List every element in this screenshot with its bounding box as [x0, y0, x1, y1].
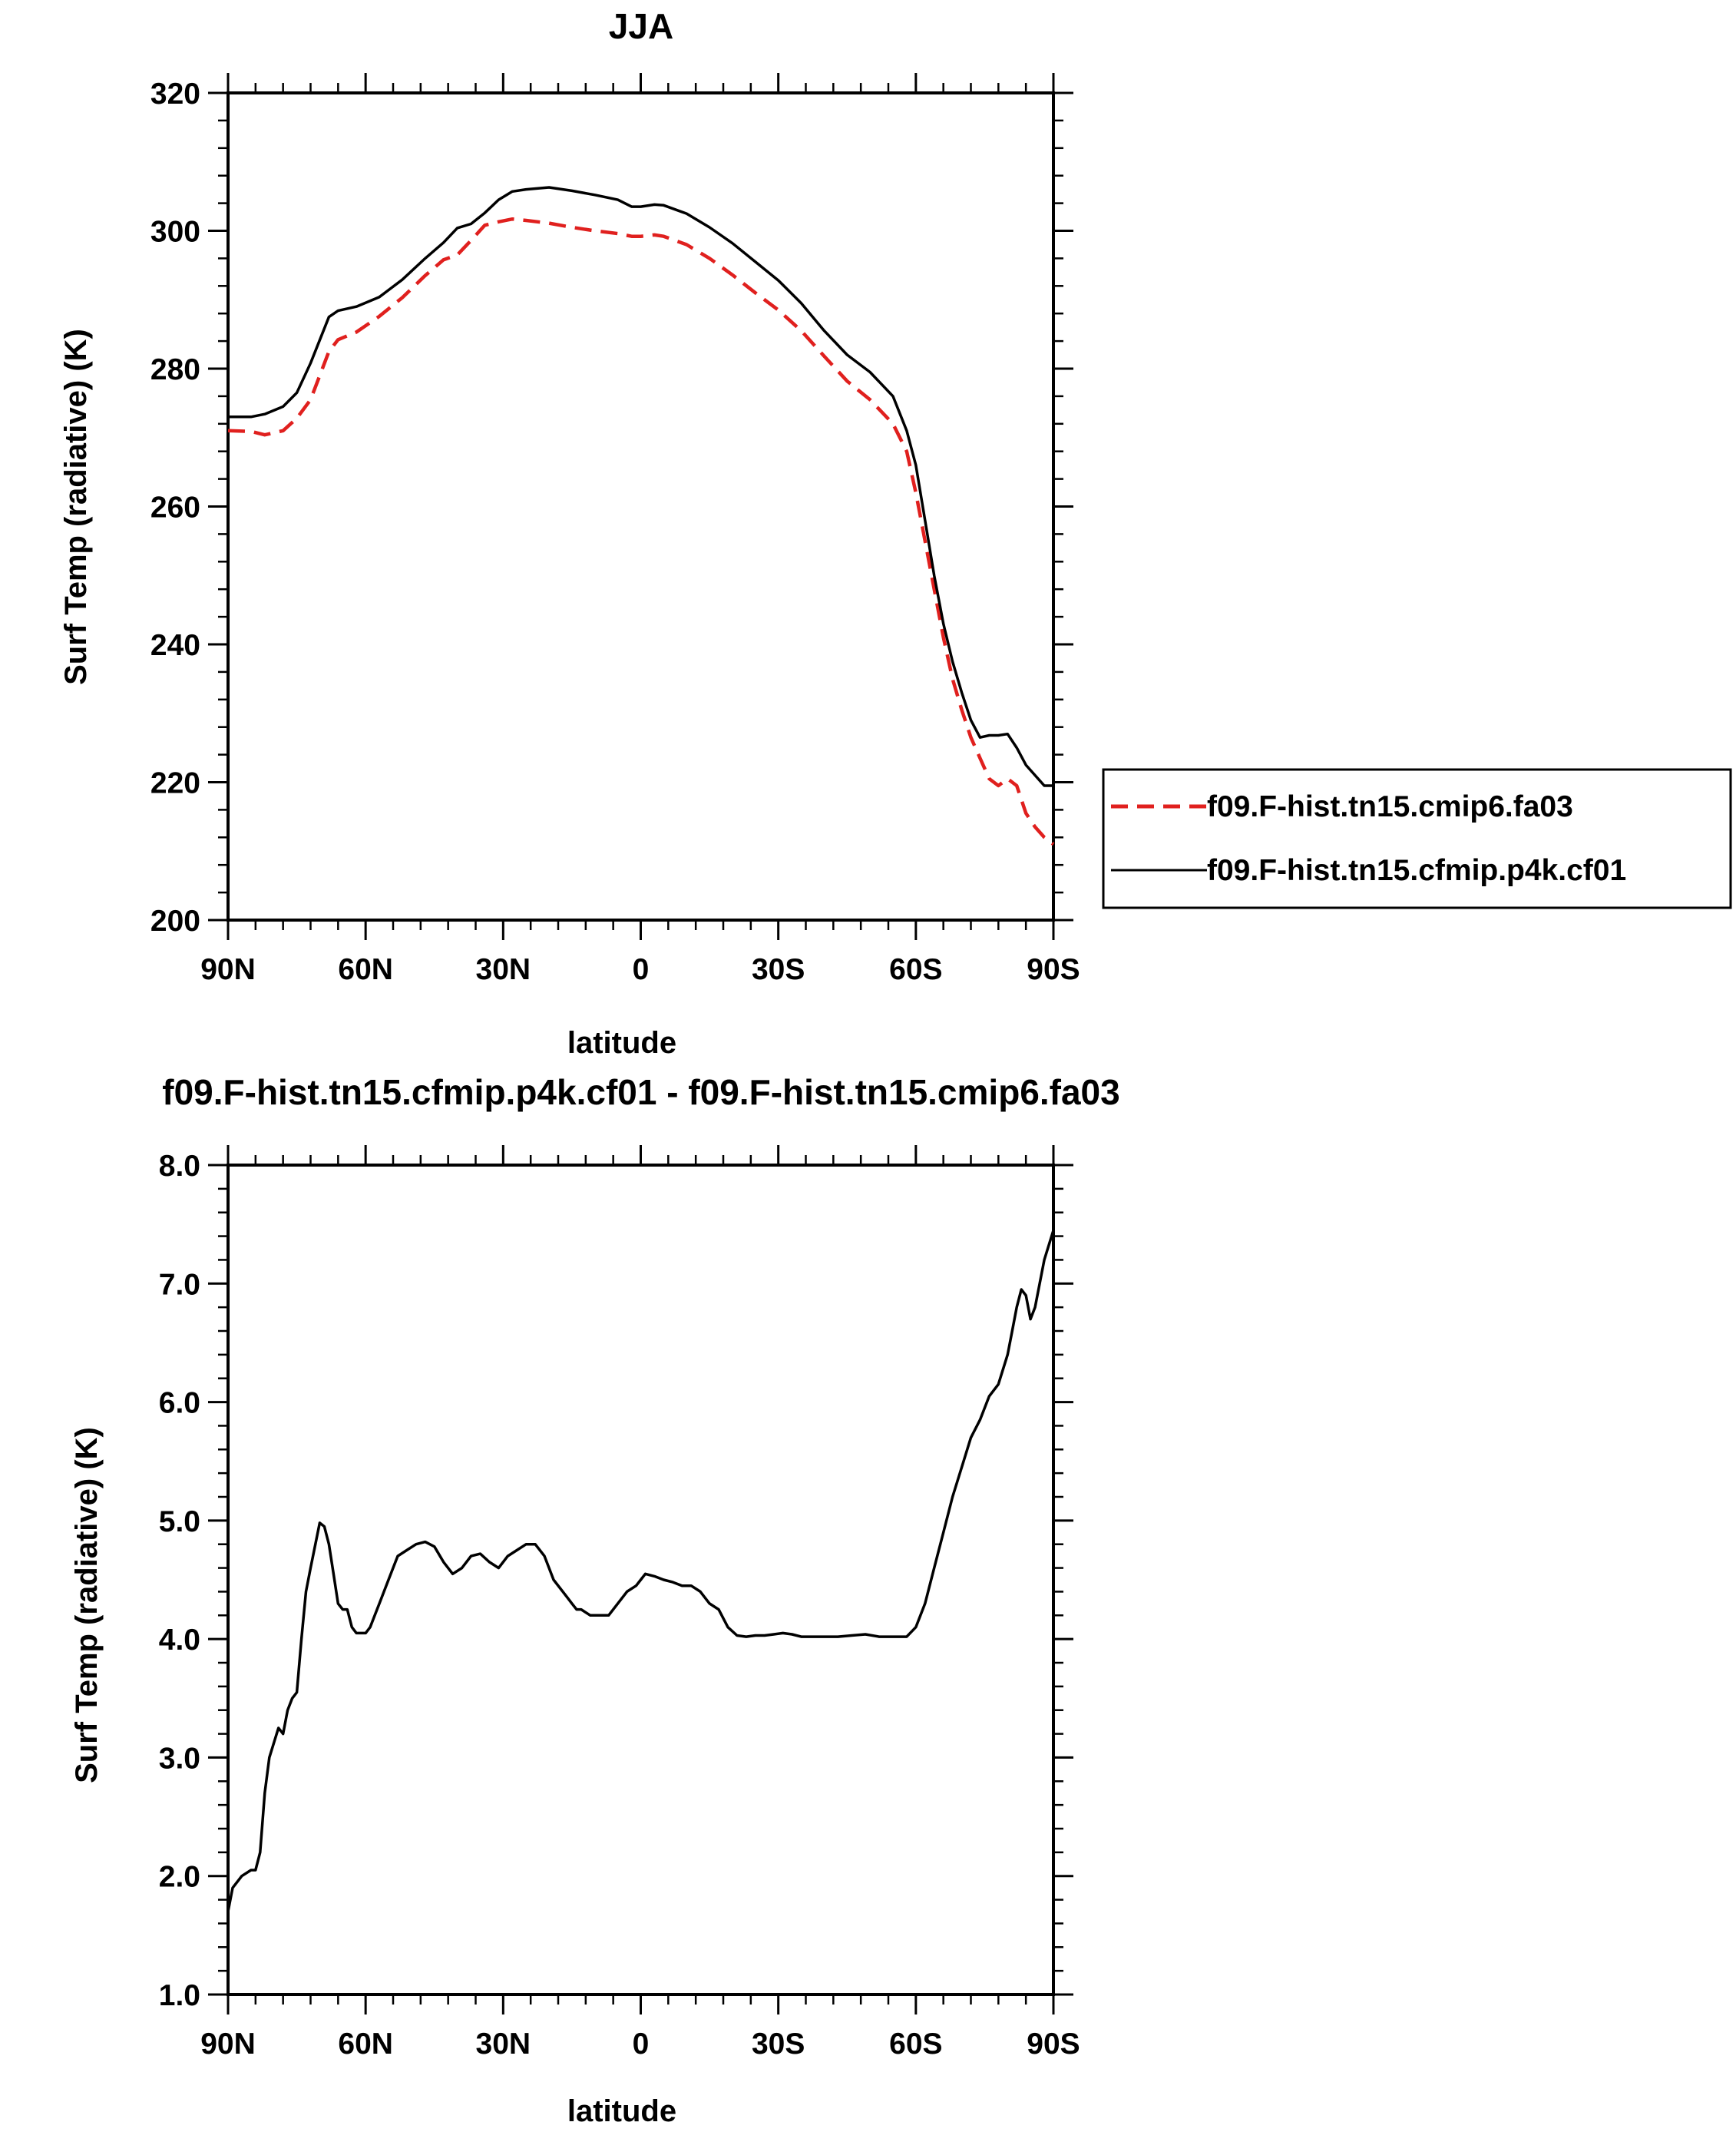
bottom-x-tick-label: 30S [752, 2028, 805, 2061]
bottom-x-tick-label: 0 [633, 2028, 650, 2061]
bottom-y-tick-label: 2.0 [159, 1861, 200, 1894]
bottom-y-tick-label: 1.0 [159, 1979, 200, 2012]
top-series-line-0 [227, 217, 1055, 846]
bottom-series-line-0 [227, 1230, 1055, 1912]
top-x-tick-labels: 90N 60N 30N 0 30S 60S 90S [200, 953, 1080, 986]
top-x-tick-label: 30N [476, 953, 531, 986]
bottom-y-tick-label: 8.0 [159, 1150, 200, 1183]
bottom-y-tick-label: 6.0 [159, 1387, 200, 1420]
bottom-x-axis-label: latitude [567, 2094, 676, 2128]
top-y-tick-label: 320 [150, 78, 200, 111]
bottom-x-tick-labels: 90N 60N 30N 0 30S 60S 90S [200, 2028, 1080, 2061]
top-y-tick-labels: 200 220 240 260 280 300 320 [150, 78, 200, 938]
bottom-tick-marks [208, 1145, 1073, 2014]
top-series [227, 186, 1055, 846]
top-x-tick-label: 90S [1027, 953, 1080, 986]
bottom-y-tick-labels: 1.0 2.0 3.0 4.0 5.0 6.0 7.0 8.0 [159, 1150, 200, 2012]
top-x-axis-label: latitude [567, 1026, 676, 1060]
top-x-tick-label: 60S [889, 953, 942, 986]
bottom-x-tick-label: 90N [200, 2028, 256, 2061]
top-chart-title: JJA [609, 6, 673, 46]
top-series-line-1 [228, 186, 1053, 787]
top-x-tick-label: 90N [200, 953, 256, 986]
bottom-x-tick-label: 60S [889, 2028, 942, 2061]
top-y-axis-label: Surf Temp (radiative) (K) [59, 329, 93, 685]
top-y-tick-label: 240 [150, 629, 200, 662]
bottom-y-tick-label: 7.0 [159, 1268, 200, 1301]
top-plot-frame [227, 91, 1055, 922]
bottom-x-tick-label: 30N [476, 2028, 531, 2061]
bottom-chart-title: f09.F-hist.tn15.cfmip.p4k.cf01 - f09.F-h… [162, 1072, 1119, 1112]
bottom-y-tick-label: 5.0 [159, 1505, 200, 1538]
bottom-x-tick-label: 90S [1027, 2028, 1080, 2061]
bottom-y-axis-label: Surf Temp (radiative) (K) [70, 1427, 104, 1783]
legend-label-p4k: f09.F-hist.tn15.cfmip.p4k.cf01 [1207, 854, 1626, 887]
legend-box [1102, 768, 1732, 909]
top-x-tick-label: 0 [633, 953, 650, 986]
top-y-tick-label: 220 [150, 767, 200, 800]
top-y-tick-label: 280 [150, 353, 200, 386]
bottom-y-tick-label: 3.0 [159, 1742, 200, 1775]
bottom-series [227, 1230, 1055, 1912]
legend-label-cmip6: f09.F-hist.tn15.cmip6.fa03 [1207, 790, 1573, 823]
bottom-y-tick-label: 4.0 [159, 1624, 200, 1657]
top-tick-marks [208, 73, 1073, 940]
top-panel: JJA 200 220 240 260 280 300 320 90N 60N 30N 0 30S 6… [59, 6, 1732, 1060]
top-y-tick-label: 260 [150, 492, 200, 525]
top-y-tick-label: 200 [150, 905, 200, 938]
bottom-panel: f09.F-hist.tn15.cfmip.p4k.cf01 - f09.F-h… [70, 1072, 1120, 2128]
legend: f09.F-hist.tn15.cmip6.fa03 f09.F-hist.tn… [1102, 768, 1732, 909]
bottom-x-tick-label: 60N [338, 2028, 393, 2061]
top-x-tick-label: 30S [752, 953, 805, 986]
top-x-tick-label: 60N [338, 953, 393, 986]
top-y-tick-label: 300 [150, 216, 200, 249]
